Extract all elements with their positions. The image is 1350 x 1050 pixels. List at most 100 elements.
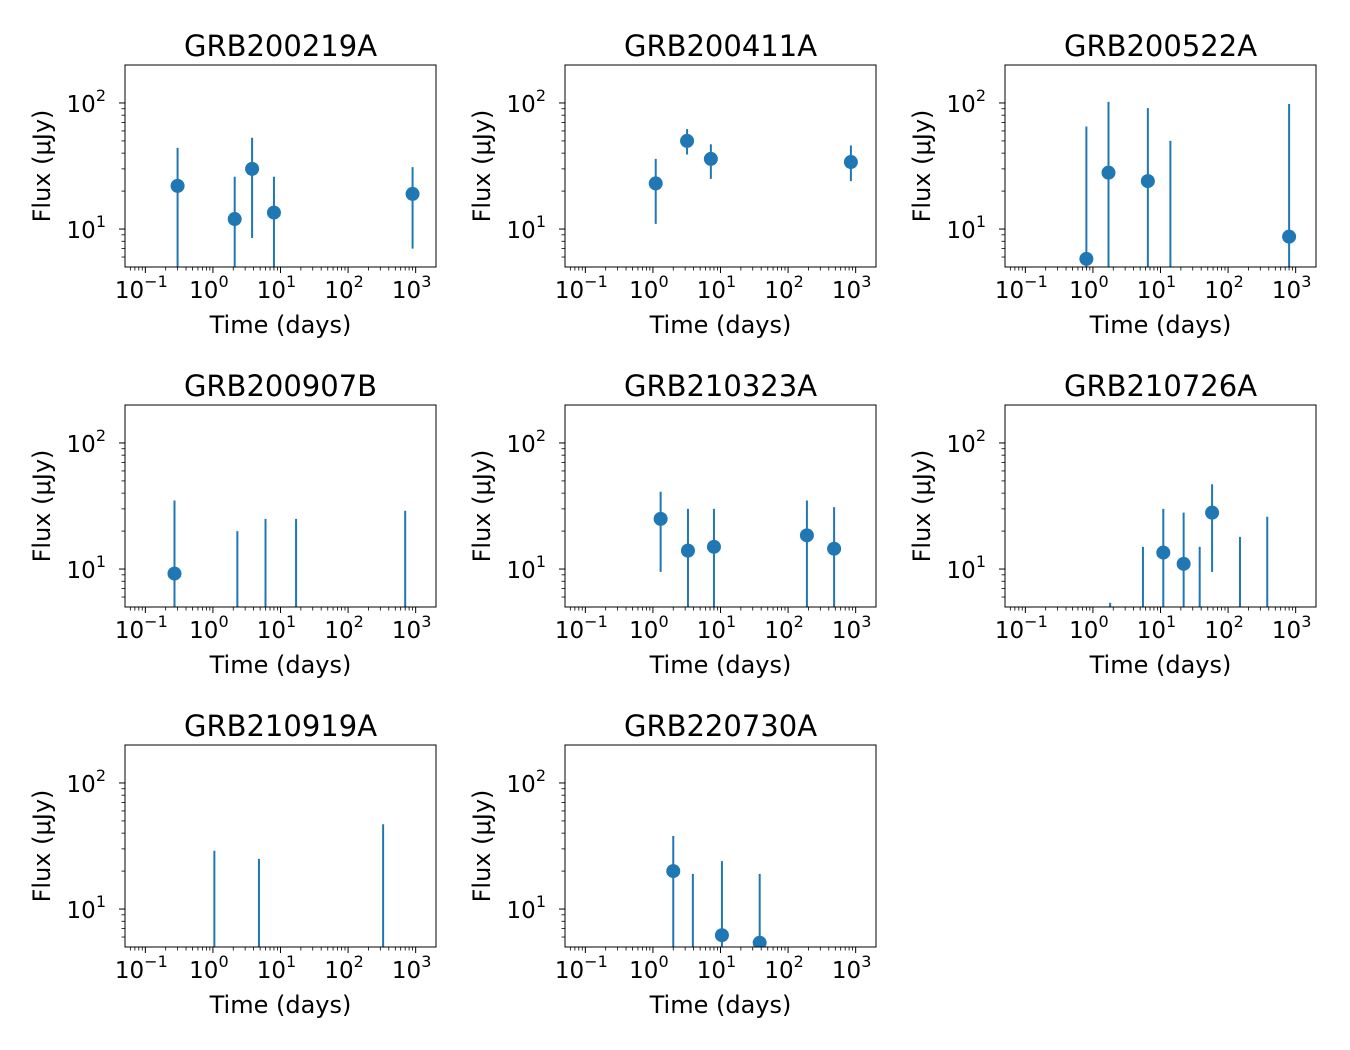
subplot-title: GRB210726A bbox=[1064, 369, 1257, 403]
tick-base: 10 bbox=[507, 218, 536, 244]
tick-base: 10 bbox=[947, 92, 976, 118]
tick-base: 10 bbox=[257, 958, 286, 984]
y-tick-label: 101 bbox=[507, 892, 546, 924]
tick-base: 10 bbox=[392, 278, 421, 304]
data-series bbox=[1079, 101, 1297, 267]
tick-exponent: 2 bbox=[354, 952, 364, 971]
subplot-grb200411a: GRB200411A Time (days) Flux (μJy) 10−1 10 0 10… bbox=[468, 29, 877, 339]
y-tick-label: 102 bbox=[67, 766, 106, 798]
tick-base: 10 bbox=[67, 218, 96, 244]
tick-base: 10 bbox=[764, 278, 793, 304]
tick-exponent: −1 bbox=[1024, 272, 1048, 291]
tick-exponent: 3 bbox=[1301, 612, 1311, 631]
tick-base: 10 bbox=[1069, 618, 1098, 644]
y-tick-label: 101 bbox=[947, 212, 986, 244]
x-tick-label: 102 bbox=[324, 612, 363, 644]
y-tick-label: 102 bbox=[507, 86, 546, 118]
tick-exponent: 0 bbox=[658, 272, 668, 291]
y-axis-label: Flux (μJy) bbox=[468, 110, 496, 223]
x-axis-label: Time (days) bbox=[649, 311, 792, 339]
x-tick-label: 10−1 bbox=[995, 272, 1048, 304]
x-tick-label: 10−1 bbox=[555, 272, 608, 304]
data-point bbox=[714, 928, 729, 943]
data-point bbox=[245, 161, 260, 176]
tick-base: 10 bbox=[832, 618, 861, 644]
x-axis-label: Time (days) bbox=[649, 651, 792, 679]
tick-base: 10 bbox=[67, 92, 96, 118]
tick-base: 10 bbox=[1272, 278, 1301, 304]
x-tick-label: 102 bbox=[764, 612, 803, 644]
data-point bbox=[170, 178, 185, 193]
data-point bbox=[799, 528, 814, 543]
tick-exponent: 1 bbox=[536, 212, 546, 231]
minor-ticks bbox=[1001, 108, 1293, 271]
tick-base: 10 bbox=[764, 618, 793, 644]
x-tick-label: 10−1 bbox=[995, 612, 1048, 644]
tick-exponent: 1 bbox=[96, 212, 106, 231]
x-tick-label: 102 bbox=[764, 272, 803, 304]
tick-exponent: 3 bbox=[421, 952, 431, 971]
y-tick-label: 102 bbox=[67, 86, 106, 118]
minor-ticks bbox=[1001, 448, 1293, 611]
tick-exponent: 1 bbox=[536, 552, 546, 571]
y-axis-label: Flux (μJy) bbox=[28, 450, 56, 563]
data-point bbox=[266, 205, 281, 220]
subplot-title: GRB200411A bbox=[624, 29, 817, 63]
x-tick-label: 101 bbox=[257, 952, 296, 984]
tick-exponent: 0 bbox=[658, 612, 668, 631]
y-tick-label: 102 bbox=[507, 426, 546, 458]
x-axis-label: Time (days) bbox=[1089, 311, 1232, 339]
tick-exponent: 1 bbox=[286, 272, 296, 291]
axes-frame bbox=[124, 404, 437, 608]
x-axis-label: Time (days) bbox=[209, 991, 352, 1019]
x-tick-label: 100 bbox=[1069, 272, 1108, 304]
data-point bbox=[827, 541, 842, 556]
tick-base: 10 bbox=[629, 618, 658, 644]
tick-base: 10 bbox=[1204, 618, 1233, 644]
y-axis-label: Flux (μJy) bbox=[468, 450, 496, 563]
tick-exponent: 0 bbox=[218, 272, 228, 291]
tick-exponent: 2 bbox=[536, 86, 546, 105]
x-tick-label: 103 bbox=[832, 272, 871, 304]
x-tick-label: 101 bbox=[257, 272, 296, 304]
x-tick-label: 101 bbox=[697, 952, 736, 984]
tick-exponent: 2 bbox=[96, 766, 106, 785]
tick-base: 10 bbox=[392, 958, 421, 984]
tick-exponent: 3 bbox=[861, 272, 871, 291]
y-tick-label: 102 bbox=[947, 86, 986, 118]
tick-exponent: 0 bbox=[1098, 272, 1108, 291]
tick-exponent: 0 bbox=[658, 952, 668, 971]
y-axis-label: Flux (μJy) bbox=[908, 110, 936, 223]
tick-base: 10 bbox=[257, 618, 286, 644]
tick-base: 10 bbox=[832, 958, 861, 984]
x-tick-label: 101 bbox=[1137, 272, 1176, 304]
tick-exponent: 1 bbox=[726, 612, 736, 631]
x-tick-label: 100 bbox=[189, 272, 228, 304]
tick-exponent: 1 bbox=[96, 552, 106, 571]
tick-base: 10 bbox=[995, 278, 1024, 304]
x-tick-label: 102 bbox=[1204, 612, 1243, 644]
y-tick-label: 101 bbox=[67, 552, 106, 584]
data-point bbox=[1205, 505, 1220, 520]
minor-ticks bbox=[561, 108, 853, 271]
tick-base: 10 bbox=[947, 432, 976, 458]
data-point bbox=[1101, 165, 1116, 180]
tick-exponent: 2 bbox=[976, 86, 986, 105]
tick-base: 10 bbox=[507, 92, 536, 118]
data-point bbox=[648, 176, 663, 191]
tick-base: 10 bbox=[67, 432, 96, 458]
tick-base: 10 bbox=[507, 772, 536, 798]
tick-base: 10 bbox=[115, 958, 144, 984]
tick-base: 10 bbox=[947, 218, 976, 244]
tick-exponent: 2 bbox=[96, 426, 106, 445]
tick-base: 10 bbox=[189, 278, 218, 304]
minor-ticks bbox=[121, 448, 413, 611]
y-tick-label: 101 bbox=[507, 212, 546, 244]
tick-base: 10 bbox=[555, 958, 584, 984]
tick-base: 10 bbox=[507, 432, 536, 458]
tick-exponent: 3 bbox=[1301, 272, 1311, 291]
y-tick-label: 101 bbox=[67, 212, 106, 244]
x-tick-label: 102 bbox=[324, 952, 363, 984]
tick-exponent: 3 bbox=[861, 952, 871, 971]
